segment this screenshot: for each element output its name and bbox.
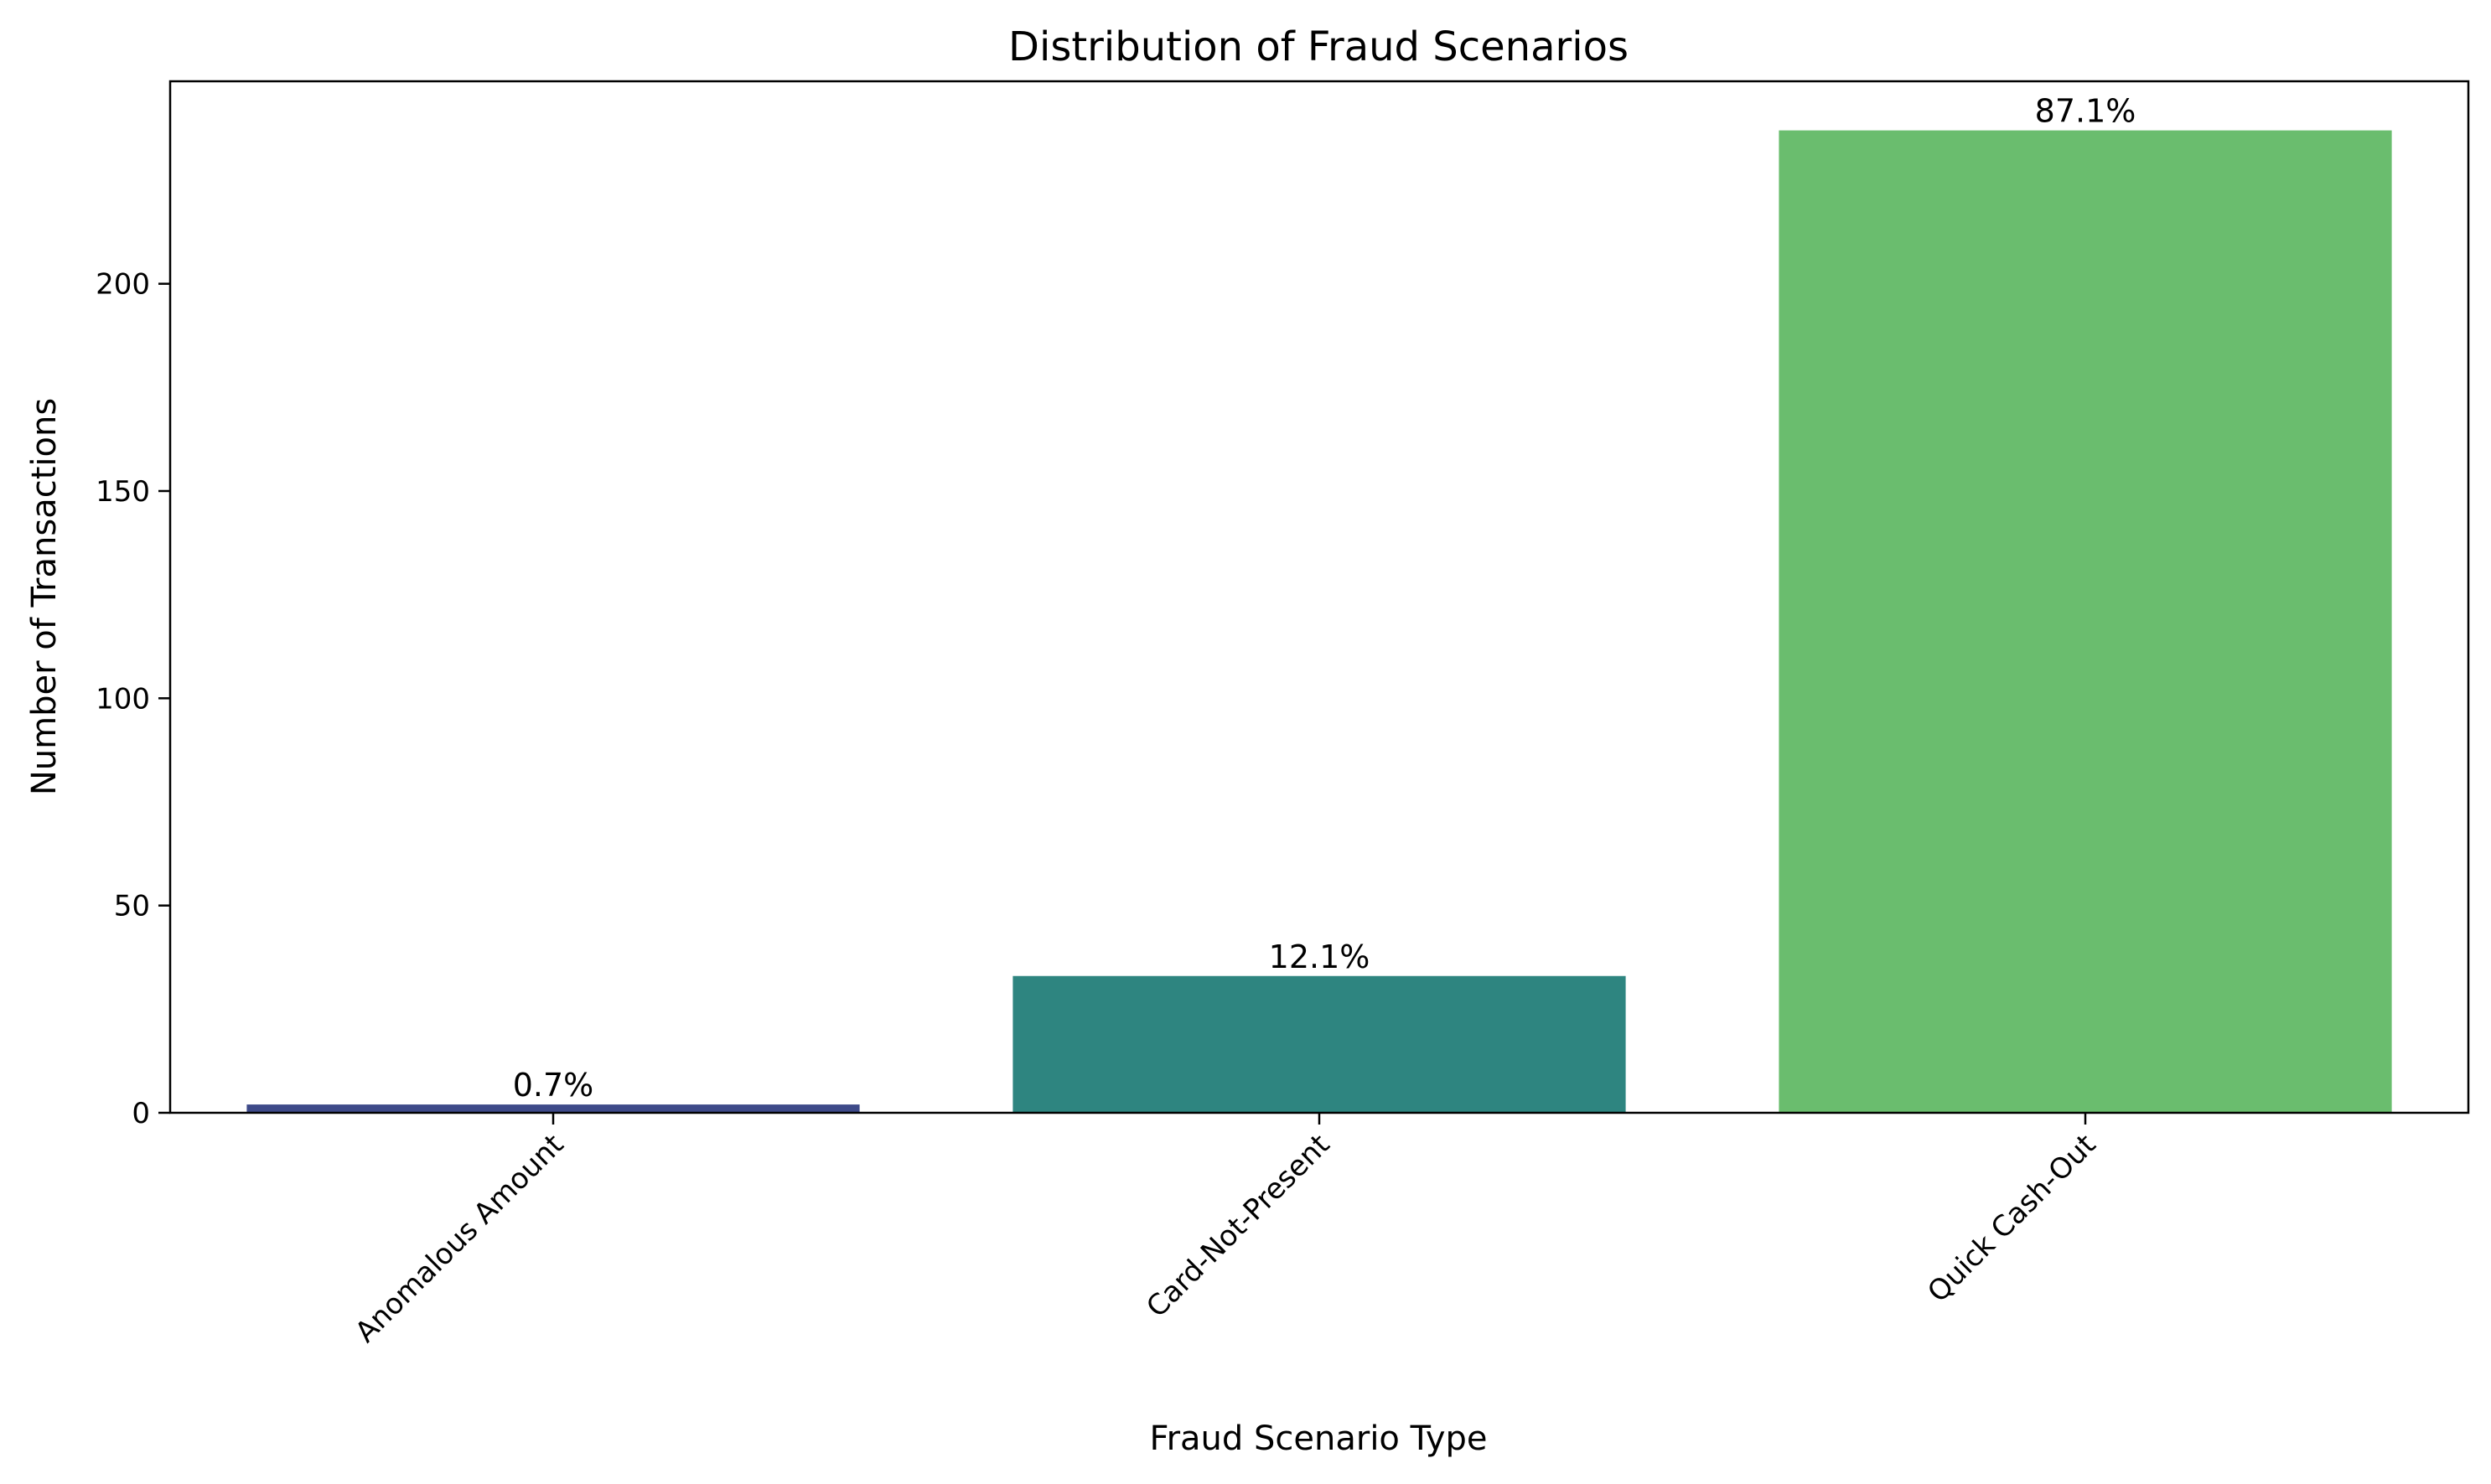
bar <box>246 1104 860 1113</box>
x-tick-label: Quick Cash-Out <box>1921 1128 2102 1309</box>
y-tick-label: 150 <box>96 475 150 509</box>
y-tick-label: 100 <box>96 682 150 716</box>
bar-value-label: 0.7% <box>513 1067 594 1104</box>
x-axis-label: Fraud Scenario Type <box>1150 1419 1488 1458</box>
bar <box>1012 975 1626 1113</box>
bar-value-labels: 0.7% 12.1% 87.1% <box>513 93 2136 1104</box>
x-tick-label: Card-Not-Present <box>1140 1128 1336 1324</box>
bar-value-label: 12.1% <box>1269 938 1370 975</box>
y-tick-label: 200 <box>96 268 150 302</box>
y-tick-label: 0 <box>132 1097 150 1130</box>
bar <box>1779 130 2392 1114</box>
plot-area-frame <box>168 80 2470 1114</box>
bars <box>246 130 2392 1114</box>
y-tick-label: 50 <box>114 890 150 923</box>
x-tick-label: Anomalous Amount <box>349 1128 570 1349</box>
y-axis-label: Number of Transactions <box>25 398 64 795</box>
x-axis-ticks: Anomalous Amount Card-Not-Present Quick Ca… <box>349 1113 2102 1349</box>
chart-title: Distribution of Fraud Scenarios <box>1008 23 1629 70</box>
y-axis-ticks: 0 50 100 150 200 <box>96 268 170 1130</box>
bar-value-label: 87.1% <box>2035 93 2136 130</box>
